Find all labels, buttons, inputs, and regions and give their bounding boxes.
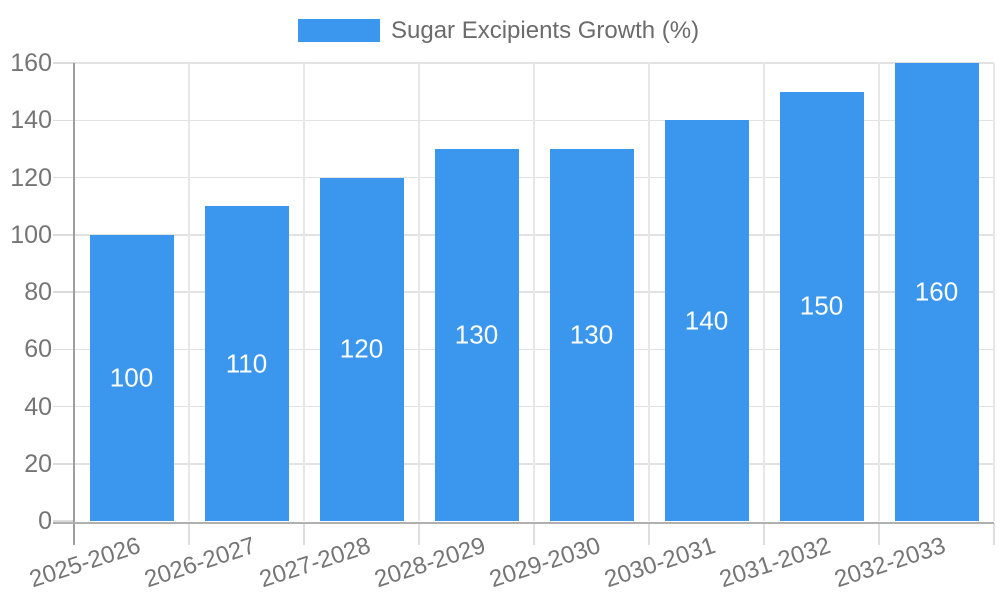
- y-axis-label: 100: [10, 220, 52, 249]
- bar-value-label: 110: [225, 348, 268, 379]
- y-axis-label: 120: [10, 163, 52, 192]
- x-axis-tick: [303, 523, 305, 545]
- x-axis-label: 2031-2032: [716, 532, 834, 594]
- bar[interactable]: [779, 91, 864, 521]
- gridline-vertical: [533, 63, 535, 521]
- x-axis-tick: [878, 523, 880, 545]
- y-axis-label: 0: [38, 507, 52, 535]
- bar-value-label: 130: [454, 319, 499, 350]
- gridline-vertical: [993, 63, 995, 521]
- legend-label: Sugar Excipients Growth (%): [391, 17, 700, 44]
- bar[interactable]: [204, 206, 289, 521]
- y-axis-label: 160: [10, 49, 52, 77]
- y-axis-tick: [53, 62, 74, 64]
- x-axis-label: 2028-2029: [371, 532, 489, 594]
- gridline-vertical: [763, 63, 765, 521]
- bar[interactable]: [549, 148, 634, 521]
- bar[interactable]: [894, 63, 979, 521]
- y-axis-tick: [53, 176, 74, 179]
- gridline-vertical: [303, 63, 305, 521]
- y-axis-tick: [53, 463, 74, 465]
- x-axis-label: 2030-2031: [601, 532, 719, 594]
- gridline-vertical: [878, 63, 880, 521]
- bar-value-label: 150: [799, 290, 844, 321]
- y-axis-label: 40: [24, 392, 52, 421]
- bar-value-label: 160: [914, 276, 959, 307]
- bar[interactable]: [319, 177, 404, 521]
- x-axis-tick: [648, 523, 650, 545]
- y-axis-label: 60: [24, 335, 52, 364]
- bar[interactable]: [89, 234, 174, 521]
- y-axis-label: 80: [24, 278, 52, 306]
- gridline-vertical: [188, 63, 190, 521]
- x-axis-label: 2027-2028: [256, 532, 374, 594]
- y-axis-tick: [53, 291, 74, 293]
- bar-value-label: 140: [684, 305, 729, 336]
- y-axis-tick: [53, 405, 74, 408]
- x-axis-line: [53, 521, 994, 524]
- bar[interactable]: [434, 148, 519, 521]
- x-axis-tick: [418, 523, 420, 545]
- gridline-vertical: [648, 63, 650, 521]
- x-axis-label: 2026-2027: [141, 532, 259, 594]
- y-axis-tick: [53, 119, 74, 121]
- bar-value-label: 130: [569, 319, 614, 350]
- x-axis-label: 2029-2030: [486, 532, 604, 594]
- y-axis-tick: [53, 520, 74, 522]
- y-axis-line: [73, 63, 75, 545]
- x-axis-label: 2032-2033: [831, 532, 949, 594]
- x-axis-tick: [763, 523, 765, 545]
- x-axis-tick: [993, 523, 995, 545]
- chart-legend: Sugar Excipients Growth (%): [298, 17, 700, 44]
- y-axis-tick: [53, 348, 74, 350]
- bar[interactable]: [664, 120, 749, 521]
- y-axis-tick: [53, 234, 74, 236]
- y-axis-label: 20: [24, 449, 52, 478]
- x-axis-tick: [188, 523, 190, 545]
- bar-value-label: 120: [339, 333, 384, 364]
- gridline-vertical: [418, 63, 420, 521]
- legend-swatch: [298, 19, 380, 42]
- bar-value-label: 100: [109, 362, 154, 393]
- x-axis-label: 2025-2026: [26, 532, 144, 594]
- x-axis-tick: [533, 523, 535, 545]
- y-axis-label: 140: [10, 106, 52, 135]
